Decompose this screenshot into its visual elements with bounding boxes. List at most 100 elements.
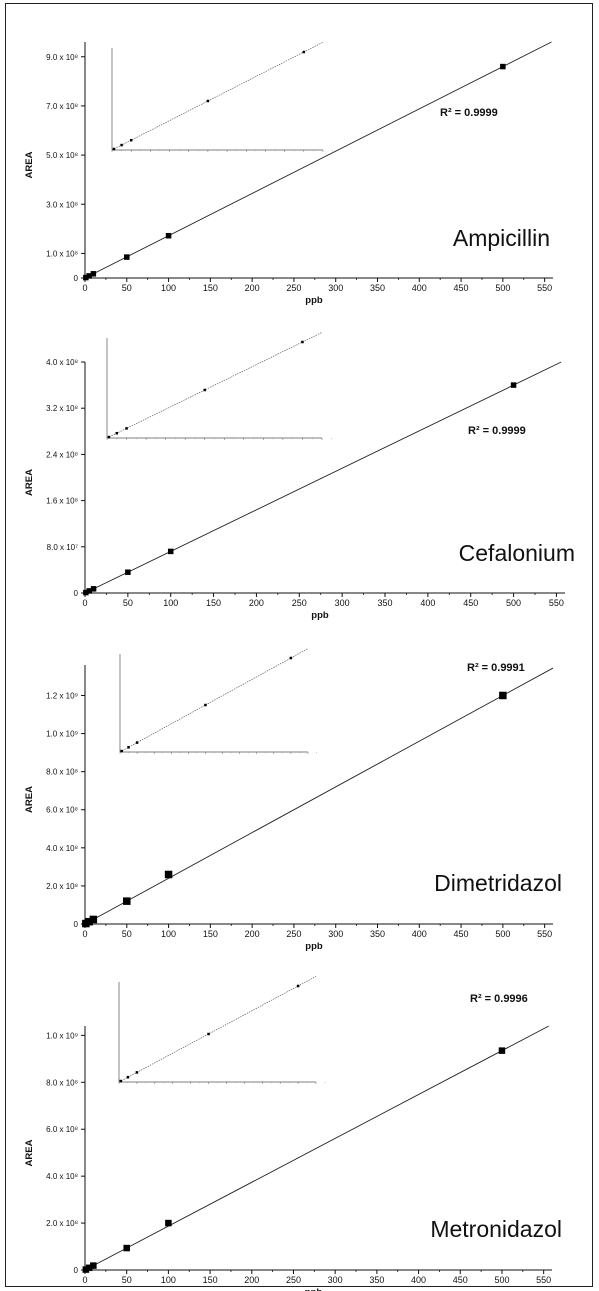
y-tick-label: 2.4 x 10⁸ [46, 450, 78, 459]
x-axis-label: ppb [311, 610, 329, 621]
x-tick-label: 550 [549, 598, 564, 608]
inset-fit-line [106, 332, 323, 439]
y-axis-label: AREA [24, 1139, 35, 1166]
x-tick-label: 0 [82, 283, 87, 293]
x-tick-label: 200 [245, 929, 260, 939]
inset-plot [118, 976, 326, 1084]
x-tick-label: 350 [370, 929, 385, 939]
data-point [164, 870, 173, 879]
x-tick-label: 200 [245, 283, 260, 293]
x-tick-label: 500 [494, 1275, 509, 1285]
data-point [90, 1262, 97, 1269]
x-tick-label: 300 [328, 929, 343, 939]
compound-name: Ampicillin [453, 225, 550, 251]
inset-data-point [119, 1079, 123, 1083]
x-tick-label: 450 [454, 283, 469, 293]
data-point [510, 382, 517, 388]
inset-fit-line [111, 41, 324, 151]
x-tick-label: 300 [328, 1275, 343, 1285]
y-tick-label: 4.0 x 10⁸ [46, 1172, 78, 1181]
x-tick-label: 350 [369, 1275, 384, 1285]
inset-plot [111, 41, 333, 152]
x-axis-label: ppb [305, 295, 323, 306]
x-tick-label: 450 [453, 1275, 468, 1285]
x-tick-label: 500 [506, 598, 521, 608]
data-point [86, 588, 93, 594]
compound-name: Cefalonium [459, 540, 575, 566]
y-tick-label: 4.0 x 10⁸ [46, 844, 78, 853]
inset-data-point [296, 984, 300, 988]
y-tick-label: 8.0 x 10⁸ [46, 768, 78, 777]
x-axis-label: ppb [305, 1287, 323, 1291]
x-tick-label: 50 [122, 1275, 132, 1285]
inset-data-point [135, 1071, 139, 1074]
r-squared-label: R² = 0.9999 [468, 425, 526, 437]
data-point [499, 691, 507, 700]
x-tick-label: 550 [536, 1275, 551, 1285]
x-tick-label: 0 [82, 598, 87, 608]
chart-ampicillin: 0 50 100 150 200 250 300 350 400 450 500 550 0 1.0 x … [24, 41, 553, 306]
y-tick-label: 8.0 x 10⁷ [47, 543, 78, 552]
compound-name: Metronidazol [430, 1216, 562, 1242]
inset-data-point [289, 656, 293, 660]
inset-plot [119, 648, 317, 754]
r-squared-label: R² = 0.9991 [467, 662, 525, 674]
data-point [124, 254, 130, 260]
y-tick-label: 7.0 x 10⁸ [46, 102, 78, 111]
data-point [85, 917, 93, 926]
y-tick-label: 0 [74, 920, 79, 929]
inset-data-point [135, 741, 139, 744]
x-tick-label: 0 [82, 1275, 87, 1285]
y-tick-label: 1.2 x 10⁹ [46, 691, 78, 700]
y-tick-label: 1.6 x 10⁸ [46, 497, 78, 506]
inset-data-point [206, 99, 210, 103]
fit-line [84, 1025, 549, 1271]
y-tick-label: 3.0 x 10⁸ [46, 200, 78, 209]
x-tick-label: 50 [122, 283, 132, 293]
x-tick-label: 350 [377, 598, 392, 608]
data-point [500, 63, 506, 70]
x-tick-label: 350 [370, 283, 385, 293]
data-point [125, 569, 131, 575]
data-point [89, 915, 98, 924]
x-tick-label: 150 [203, 1275, 218, 1285]
y-tick-label: 2.0 x 10⁸ [46, 1219, 78, 1228]
inset-data-point [125, 427, 128, 430]
inset-data-point [129, 138, 133, 142]
figure-frame [5, 3, 593, 1287]
x-tick-label: 250 [286, 1275, 301, 1285]
inset-data-point [107, 435, 111, 439]
y-tick-label: 6.0 x 10⁸ [46, 1125, 78, 1134]
chart-dimetridazol: 0 50 100 150 200 250 300 350 400 450 500 550 0 2.0 x … [24, 648, 562, 952]
r-squared-label: R² = 0.9999 [440, 107, 498, 119]
x-tick-label: 100 [161, 283, 176, 293]
x-tick-label: 150 [203, 283, 218, 293]
y-tick-label: 1.0 x 10⁹ [46, 730, 78, 739]
data-point [123, 897, 131, 905]
inset-data-point [112, 147, 116, 151]
x-tick-label: 200 [244, 1275, 259, 1285]
x-tick-label: 400 [412, 283, 427, 293]
data-point [90, 586, 97, 592]
x-tick-label: 150 [206, 598, 221, 608]
inset-fit-line [118, 976, 317, 1083]
y-tick-label: 4.0 x 10⁸ [46, 358, 78, 367]
inset-data-point [203, 388, 206, 392]
fit-line [84, 41, 552, 279]
y-tick-label: 1.0 x 10⁸ [46, 249, 78, 258]
x-tick-label: 550 [537, 283, 552, 293]
y-tick-label: 1.0 x 10⁹ [46, 1031, 78, 1040]
x-tick-label: 200 [249, 598, 264, 608]
y-tick-label: 8.0 x 10⁸ [46, 1078, 78, 1087]
x-tick-label: 0 [82, 929, 87, 939]
data-point [85, 1264, 93, 1272]
x-tick-label: 400 [412, 929, 427, 939]
y-tick-label: 3.2 x 10⁸ [46, 404, 78, 413]
x-tick-label: 150 [203, 929, 218, 939]
inset-data-point [204, 703, 207, 707]
data-point [83, 589, 89, 596]
r-squared-label: R² = 0.9996 [470, 993, 528, 1005]
x-tick-label: 100 [163, 598, 178, 608]
x-tick-label: 300 [328, 283, 343, 293]
